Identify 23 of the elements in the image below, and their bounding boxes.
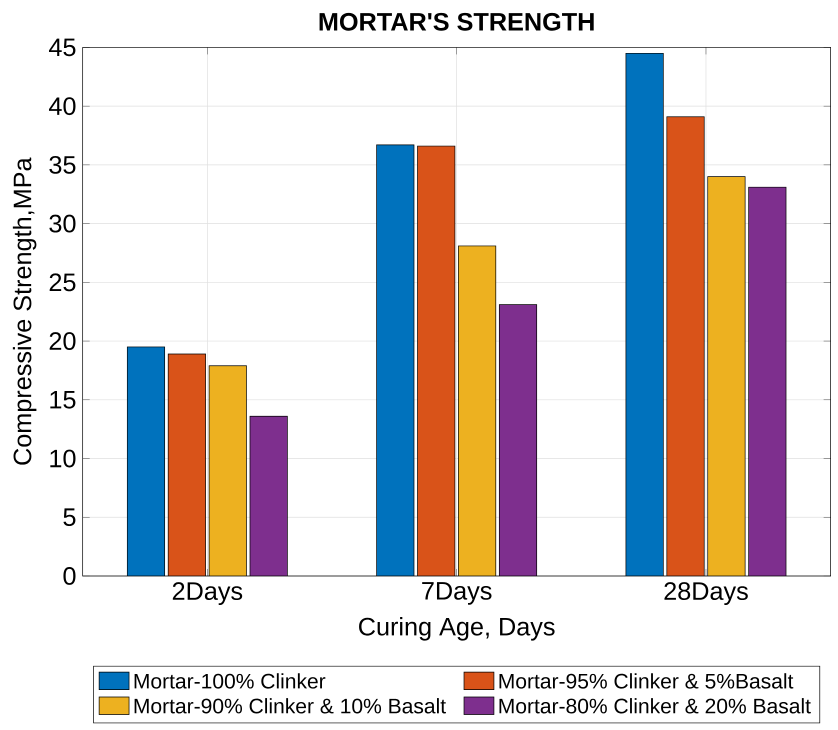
bar — [748, 186, 786, 576]
y-tick-label: 25 — [50, 273, 76, 292]
y-axis-title: Compressive Strength,MPa — [12, 157, 36, 465]
y-tick-label: 10 — [50, 449, 76, 468]
legend-label: Mortar-90% Clinker & 10% Basalt — [134, 698, 446, 714]
y-tick-label: 35 — [49, 156, 76, 174]
legend-label: Mortar-100% Clinker — [134, 673, 326, 688]
y-tick-label: 45 — [48, 38, 76, 56]
y-tick-label: 5 — [63, 508, 76, 526]
bar — [498, 304, 538, 576]
chart-title: MORTAR'S STRENGTH — [320, 12, 594, 31]
y-tick-label: 0 — [63, 566, 76, 585]
x-tick-label: 28Days — [664, 582, 748, 605]
x-tick-label: 7Days — [422, 582, 492, 605]
y-tick-label: 20 — [50, 332, 76, 350]
legend-label: Mortar-80% Clinker & 20% Basalt — [500, 698, 811, 714]
y-tick-label: 15 — [50, 390, 76, 408]
legend-label: Mortar-95% Clinker & 5%Basalt — [500, 673, 794, 688]
x-axis-title: Curing Age, Days — [359, 616, 555, 640]
x-tick-label: 2Days — [172, 582, 242, 605]
y-tick-label: 40 — [48, 97, 76, 115]
bar — [250, 416, 288, 576]
y-tick-label: 30 — [49, 214, 76, 232]
